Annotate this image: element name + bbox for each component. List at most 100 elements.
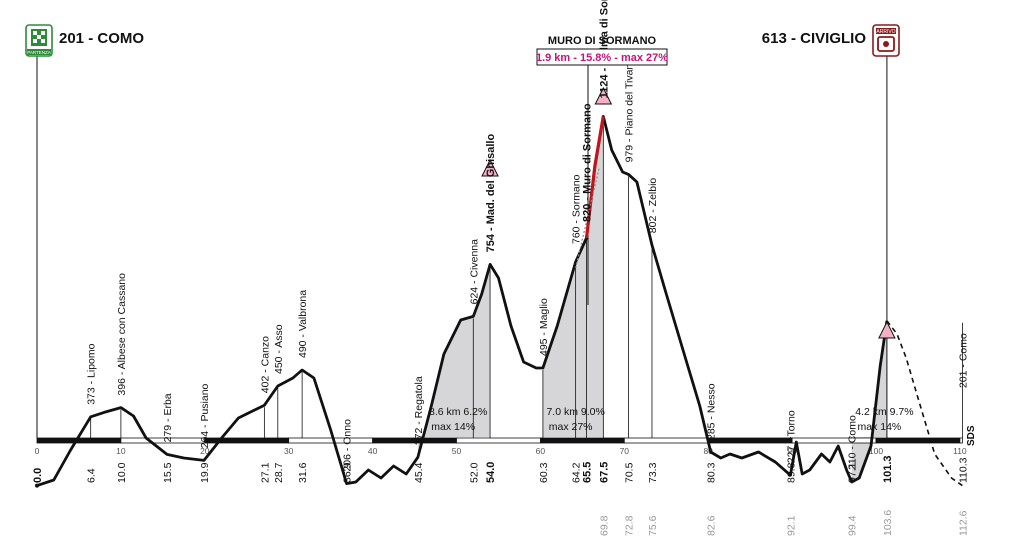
finish-icon-text: ARRIVO: [876, 29, 895, 35]
guide-lines: [36, 56, 963, 438]
muro-info-box: [536, 48, 668, 66]
muro-segment-line: [584, 116, 605, 239]
x-tick-label: 30: [284, 446, 294, 456]
peak-marker: [594, 86, 613, 105]
waypoint-label: 402 - Canzo: [259, 336, 271, 393]
distance-bar-segment: [707, 437, 793, 444]
waypoint-label: 820 - Muro di Sormano: [582, 103, 594, 222]
km-label: 10.0: [116, 462, 128, 483]
x-tick-label: 60: [536, 446, 546, 456]
km-remaining-label: 75.6: [647, 515, 659, 536]
km-label: 31.6: [297, 462, 309, 483]
km-label: 27.1: [259, 462, 271, 483]
km-label: 54.0: [485, 462, 497, 483]
waypoint-label: 450 - Asso: [273, 324, 285, 374]
waypoint-label: 264 - Pusiano: [199, 383, 211, 448]
waypoint-label: 760 - Sormano: [571, 174, 583, 244]
distance-bar-segment: [875, 437, 961, 444]
km-label: 28.7: [273, 462, 285, 483]
km-label: 101.3: [882, 455, 894, 483]
km-label: 64.2: [571, 462, 583, 483]
sds-label: SDS: [966, 425, 977, 446]
km-remaining-label: 72.8: [623, 515, 635, 536]
waypoint-label: 979 - Piano del Tivano: [623, 58, 635, 163]
km-label: 67.5: [598, 462, 610, 483]
km-label: 6.4: [86, 468, 98, 483]
km-label: 45.4: [413, 462, 425, 483]
muro-title: MURO DI SORMANO: [548, 35, 657, 47]
km-label: 97.1: [847, 462, 859, 483]
km-label: 110.3: [957, 457, 969, 483]
old-road-line: [575, 167, 600, 269]
km-label: 89.8: [785, 462, 797, 483]
distance-bar-segment: [959, 437, 963, 444]
climb-max: max 14%: [857, 421, 901, 433]
start-title: 201 - COMO: [59, 30, 144, 47]
km-remaining-label: 103.6: [882, 510, 894, 536]
x-tick-label: 110: [953, 446, 967, 456]
x-tick-label: 70: [620, 446, 630, 456]
x-tick-label: 40: [368, 446, 378, 456]
climb-max: max 14%: [431, 421, 475, 433]
distance-bar-segment: [540, 437, 625, 444]
km-label: 70.5: [623, 462, 635, 483]
start-icon: PARTENZA: [25, 24, 53, 57]
profile-after-finish-line: [886, 320, 963, 487]
km-label: 15.5: [162, 462, 174, 483]
climb-area: [542, 116, 604, 438]
km-label: 80.3: [706, 462, 718, 483]
x-tick-label: 100: [869, 446, 883, 456]
distance-axis: 0 10 20 30 40 50 60 70 80 90 100 110: [35, 437, 967, 456]
distance-bar-segment: [623, 437, 709, 444]
waypoint-label: 201 - Como: [957, 333, 969, 388]
km-label: 52.0: [468, 462, 480, 483]
waypoint-label: 396 - Albese con Cassano: [116, 273, 128, 396]
start-dot: [35, 483, 39, 488]
km-label: 36.9: [342, 462, 354, 483]
profile-line: [36, 115, 889, 487]
start-icon-text: PARTENZA: [27, 50, 51, 55]
km-label: 73.3: [647, 462, 659, 483]
peak-marker: [878, 320, 896, 339]
km-remaining-label: 112.6: [957, 510, 969, 536]
km-remaining-label: 92.1: [785, 515, 797, 536]
km-label: 60.3: [538, 462, 550, 483]
waypoint-label: 272 - Regatola: [413, 376, 425, 445]
muro-info: 1.9 km - 15.8% - max 27%: [536, 52, 668, 64]
distance-bar-segment: [288, 437, 374, 444]
climb-length-grade: 4.2 km 9.7%: [855, 406, 913, 418]
km-remaining-label: 82.6: [706, 515, 718, 536]
climb-max: max 27%: [549, 421, 593, 433]
x-tick-label: 10: [116, 446, 126, 456]
x-tick-label: 90: [787, 446, 797, 456]
finish-icon: ARRIVO: [872, 24, 900, 57]
climb-length-grade: 8.6 km 6.2%: [429, 406, 487, 418]
x-tick-label: 80: [703, 446, 713, 456]
x-tick-label: 0: [35, 446, 40, 456]
waypoint-label: 373 - Lipomo: [86, 343, 98, 404]
km-label: 19.9: [199, 462, 211, 483]
waypoint-label: 495 - Maglio: [538, 298, 550, 356]
distance-bar-segment: [791, 437, 877, 444]
distance-bar-segment: [456, 437, 541, 444]
climb-length-grade: 7.0 km 9.0%: [546, 406, 604, 418]
climb-area: [417, 264, 491, 458]
waypoint-label: 210 - Como: [847, 415, 859, 470]
waypoint-label: 285 - Nesso: [706, 383, 718, 440]
x-tick-label: 20: [200, 446, 210, 456]
waypoint-label: 754 - Mad. del Ghisallo: [485, 134, 497, 253]
km-remaining-label: 69.8: [598, 515, 610, 536]
peak-marker: [481, 158, 499, 177]
waypoint-label: 490 - Valbrona: [297, 290, 309, 358]
waypoint-label: 624 - Civenna: [468, 239, 480, 305]
km-label: 65.5: [582, 462, 594, 483]
km-label: 0.0: [32, 468, 44, 483]
x-tick-label: 50: [452, 446, 462, 456]
waypoint-label: 802 - Zelbio: [647, 178, 659, 234]
finish-title: 613 - CIVIGLIO: [762, 30, 867, 47]
elevation-profile: [35, 86, 963, 488]
waypoint-label: 227 - Torno: [785, 410, 797, 463]
km-remaining-label: 99.4: [847, 515, 859, 536]
waypoint-label: 206 - Onno: [342, 419, 354, 472]
